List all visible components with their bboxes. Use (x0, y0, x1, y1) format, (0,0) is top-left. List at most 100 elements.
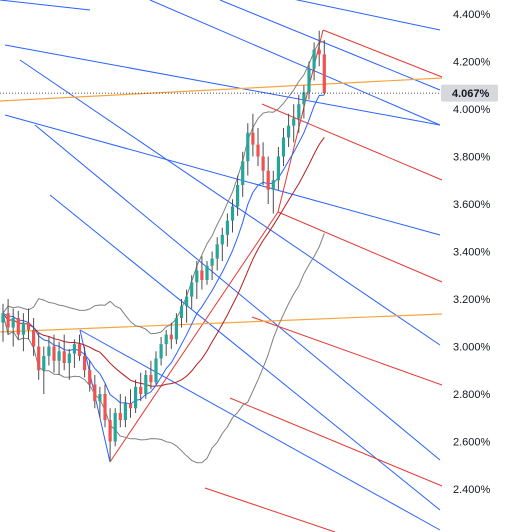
candle-body (72, 344, 76, 354)
bollinger-upper-band (2, 41, 325, 335)
candle-body (276, 156, 280, 181)
candle-17 (83, 346, 87, 378)
candle-34 (169, 322, 173, 349)
candle-body (174, 318, 178, 340)
candle-body (302, 92, 306, 105)
candle-54 (271, 170, 275, 214)
y-tick-label: 3.600% (453, 199, 491, 211)
pitchfork-blue-line-3 (4, 114, 441, 236)
candle-body (271, 180, 275, 190)
candle-59 (297, 94, 301, 133)
candle-22 (108, 408, 112, 461)
candle-body (1, 313, 5, 323)
candle-body (98, 394, 102, 402)
pitchfork-blue-line-2 (4, 44, 441, 126)
candle-body (317, 49, 321, 55)
candle-body (322, 54, 326, 94)
candle-50 (251, 113, 255, 157)
candle-60 (302, 85, 306, 119)
candle-58 (292, 104, 296, 143)
candle-body (57, 351, 61, 361)
candle-body (281, 137, 286, 157)
pitchfork-blue-line-1 (0, 0, 91, 11)
candle-14 (67, 348, 71, 380)
candle-29 (144, 370, 148, 399)
candle-body (26, 322, 31, 330)
candle-48 (241, 151, 245, 197)
candle-1 (1, 303, 5, 342)
candle-body (67, 353, 71, 364)
pitchfork-red-line-5 (229, 397, 443, 487)
candlestick-series (1, 30, 326, 461)
candle-21 (103, 384, 107, 428)
pitchfork-red-line-2 (261, 103, 443, 181)
candle-26 (128, 389, 133, 418)
y-tick-label: 3.200% (453, 294, 491, 306)
candle-10 (47, 337, 51, 366)
y-tick-label: 2.600% (453, 437, 491, 449)
candle-12 (57, 341, 61, 375)
candle-16 (77, 334, 82, 361)
trendline-upper (0, 77, 443, 102)
candle-body (21, 322, 25, 335)
candle-15 (72, 339, 76, 368)
pitchfork-blue-line-4 (19, 59, 441, 346)
candle-52 (261, 142, 265, 185)
candle-7 (32, 318, 36, 356)
candle-23 (113, 408, 117, 447)
pitchfork-blue-line-7 (79, 329, 441, 531)
candle-body (205, 265, 209, 280)
candle-36 (179, 299, 184, 328)
candle-body (195, 270, 199, 283)
candle-11 (52, 334, 56, 373)
candle-body (200, 270, 204, 280)
candle-body (292, 118, 296, 126)
candle-31 (154, 351, 158, 385)
candle-5 (21, 313, 25, 352)
candle-3 (11, 308, 15, 347)
candle-45 (225, 213, 229, 247)
candle-body (144, 375, 148, 394)
moving-averages (2, 94, 325, 405)
candle-body (11, 318, 15, 328)
y-tick-label: 4.400% (453, 9, 491, 21)
candle-51 (256, 128, 260, 166)
candle-body (139, 386, 143, 394)
candle-body (149, 375, 153, 383)
y-tick-label: 3.800% (453, 152, 491, 164)
candle-body (287, 125, 291, 138)
candle-43 (215, 237, 219, 271)
candle-body (225, 220, 229, 235)
candle-body (6, 313, 10, 328)
candle-2 (6, 299, 10, 335)
candle-body (32, 329, 36, 347)
candle-body (62, 351, 66, 364)
candle-20 (98, 386, 102, 418)
pitchfork-blue-line-10 (295, 0, 441, 31)
candle-body (164, 334, 168, 345)
pitchfork-red-line-6 (204, 487, 336, 532)
trendline-lower (0, 313, 443, 333)
candle-19 (93, 375, 97, 409)
candle-body (215, 244, 219, 259)
candle-body (37, 346, 41, 371)
candle-18 (88, 360, 92, 392)
pitchfork-red-line-4 (251, 316, 443, 386)
candle-body (83, 356, 87, 371)
candle-33 (164, 329, 168, 356)
candle-64 (322, 40, 326, 95)
candle-body (77, 344, 82, 356)
candle-body (185, 296, 189, 307)
candle-63 (317, 30, 321, 67)
y-tick-label: 4.000% (453, 104, 491, 116)
candle-9 (42, 346, 46, 394)
candle-35 (174, 313, 178, 345)
y-tick-label: 2.400% (453, 484, 491, 496)
candle-56 (281, 128, 286, 166)
candle-body (220, 234, 224, 245)
last-price-label: 4.067% (452, 88, 490, 100)
bollinger-bands (2, 41, 325, 464)
candle-body (42, 356, 46, 371)
